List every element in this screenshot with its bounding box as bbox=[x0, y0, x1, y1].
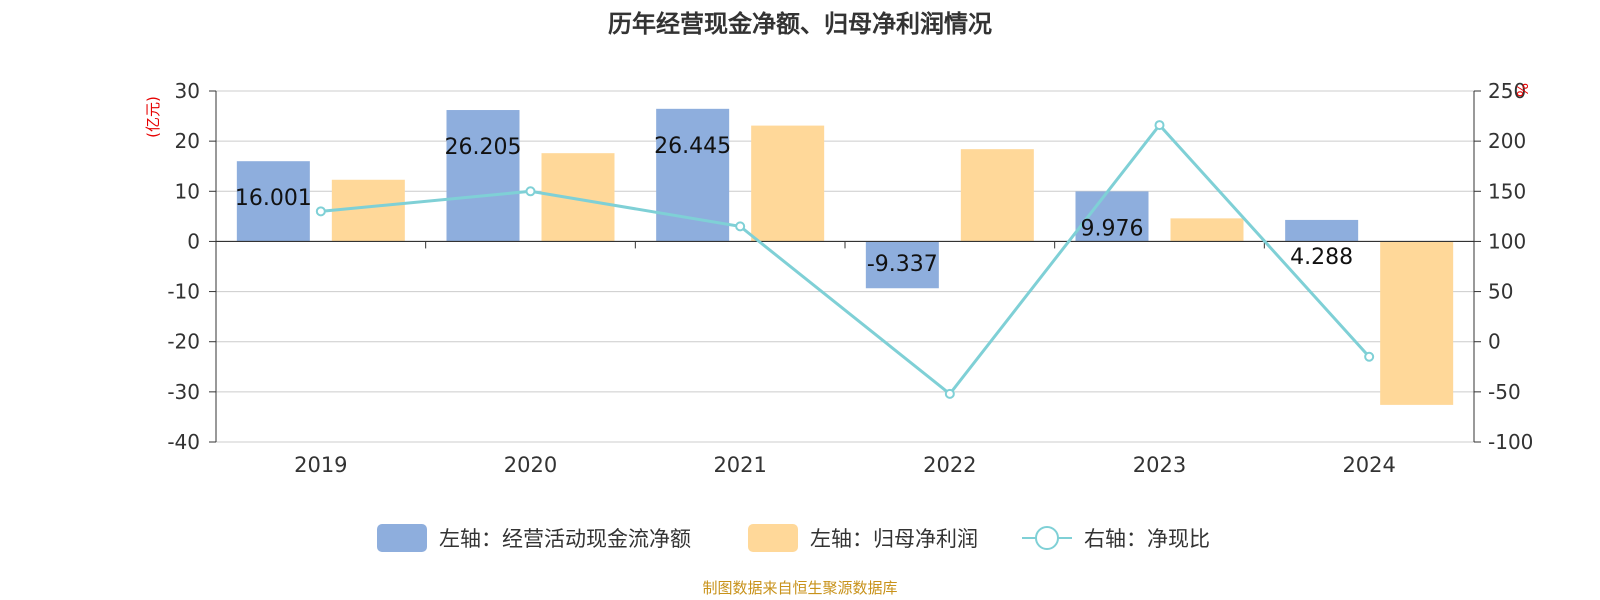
legend-label-cashflow: 左轴：经营活动现金流净额 bbox=[439, 527, 691, 551]
bar-netprofit bbox=[1380, 241, 1454, 405]
ratio-line bbox=[320, 122, 1371, 396]
ratio-point bbox=[525, 186, 536, 197]
bar-value-label: -9.337 bbox=[867, 252, 938, 277]
legend-label-netprofit: 左轴：归母净利润 bbox=[810, 527, 978, 551]
left-tick-label: -40 bbox=[167, 430, 200, 454]
left-tick-label: 20 bbox=[175, 129, 200, 153]
right-tick-label: 150 bbox=[1488, 179, 1526, 203]
ratio-point bbox=[1364, 351, 1375, 362]
left-tick-label: 30 bbox=[175, 79, 200, 103]
legend-swatch-cashflow bbox=[377, 524, 427, 552]
bar-netprofit bbox=[960, 149, 1034, 242]
bar-series bbox=[236, 108, 1454, 405]
bar-value-label: 9.976 bbox=[1081, 216, 1144, 241]
right-tick-label: 200 bbox=[1488, 129, 1526, 153]
left-tick-label: -20 bbox=[167, 330, 200, 354]
chart-title: 历年经营现金净额、归母净利润情况 bbox=[608, 10, 992, 38]
bar-value-label: 4.288 bbox=[1290, 245, 1353, 270]
data-labels: 16.001 26.205 26.445 -9.337 9.976 4.288 bbox=[235, 134, 1353, 277]
left-axis-unit: (亿元) bbox=[144, 96, 162, 138]
bar-cashflow bbox=[1285, 219, 1359, 242]
x-tick-label: 2024 bbox=[1342, 453, 1395, 477]
left-tick-label: 0 bbox=[187, 229, 200, 253]
line-series bbox=[315, 120, 1375, 399]
x-tick-label: 2023 bbox=[1133, 453, 1186, 477]
ratio-point bbox=[944, 388, 955, 399]
x-tick-label: 2021 bbox=[713, 453, 766, 477]
right-tick-label: 0 bbox=[1488, 330, 1501, 354]
right-tick-label: 100 bbox=[1488, 229, 1526, 253]
bar-cashflow bbox=[236, 161, 310, 242]
ratio-point bbox=[735, 221, 746, 232]
right-tick-label: -100 bbox=[1488, 430, 1533, 454]
x-tick-label: 2020 bbox=[504, 453, 557, 477]
bar-value-label: 26.445 bbox=[654, 134, 731, 159]
right-tick-label: -50 bbox=[1488, 380, 1521, 404]
bar-netprofit bbox=[1170, 218, 1244, 242]
bar-value-label: 26.205 bbox=[445, 135, 522, 160]
right-tick-label: 50 bbox=[1488, 280, 1513, 304]
left-tick-label: 10 bbox=[175, 179, 200, 203]
bar-cashflow bbox=[865, 241, 939, 289]
bar-value-label: 16.001 bbox=[235, 186, 312, 211]
legend-swatch-netprofit bbox=[748, 524, 798, 552]
ratio-point bbox=[1154, 120, 1165, 131]
ratio-point bbox=[315, 206, 326, 217]
bar-netprofit bbox=[751, 125, 825, 242]
left-tick-label: -30 bbox=[167, 380, 200, 404]
x-tick-label: 2019 bbox=[294, 453, 347, 477]
legend: 左轴：经营活动现金流净额 左轴：归母净利润 右轴：净现比 bbox=[377, 524, 1210, 552]
x-tick-label: 2022 bbox=[923, 453, 976, 477]
right-axis-unit: % bbox=[1513, 83, 1531, 97]
bar-cashflow bbox=[446, 110, 520, 242]
gridlines bbox=[216, 90, 1474, 443]
right-tick-label: 250 bbox=[1488, 79, 1526, 103]
legend-marker-ratio bbox=[1035, 526, 1059, 550]
axes: 3020100-10-20-30-40250200150100500-50-10… bbox=[167, 79, 1533, 477]
data-source: 制图数据来自恒生聚源数据库 bbox=[702, 579, 897, 597]
bar-netprofit bbox=[541, 153, 615, 242]
left-tick-label: -10 bbox=[167, 280, 200, 304]
legend-label-ratio: 右轴：净现比 bbox=[1084, 527, 1210, 551]
